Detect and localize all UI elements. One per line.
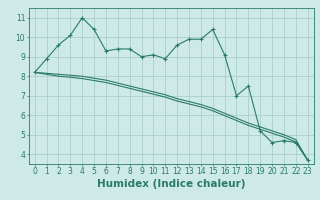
X-axis label: Humidex (Indice chaleur): Humidex (Indice chaleur): [97, 179, 245, 189]
